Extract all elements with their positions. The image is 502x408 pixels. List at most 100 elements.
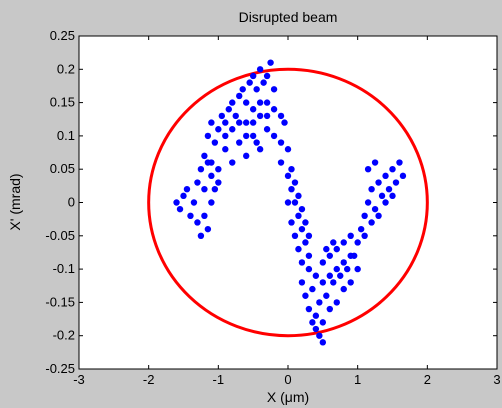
data-point (354, 239, 361, 246)
data-point (288, 219, 295, 226)
data-point (253, 86, 260, 93)
data-point (215, 126, 222, 133)
data-point (309, 319, 316, 326)
data-point (298, 205, 306, 213)
data-point (253, 139, 260, 146)
data-point (229, 159, 236, 166)
data-point (270, 106, 278, 113)
data-point (333, 299, 340, 306)
data-point (389, 166, 396, 173)
data-point (347, 252, 354, 259)
x-tick-label: 1 (354, 372, 361, 387)
data-point (229, 99, 236, 106)
data-point (218, 112, 226, 120)
data-point (243, 99, 250, 106)
data-point (357, 225, 365, 233)
data-point (392, 179, 400, 186)
data-point (204, 159, 212, 166)
data-point (326, 272, 333, 279)
data-point (194, 179, 201, 186)
data-point (215, 166, 222, 173)
data-point (263, 99, 271, 106)
data-point (194, 219, 201, 226)
x-tick-label: 3 (493, 372, 500, 387)
data-point (236, 119, 243, 126)
data-point (330, 239, 337, 246)
data-point (267, 59, 274, 66)
data-point (243, 119, 250, 126)
data-point (288, 166, 295, 173)
data-point (340, 285, 347, 293)
data-point (260, 79, 267, 86)
data-point (399, 172, 407, 180)
data-point (225, 106, 232, 113)
data-point (256, 112, 264, 120)
data-point (239, 86, 246, 93)
data-point (236, 92, 243, 100)
data-point (249, 132, 257, 140)
data-point (354, 265, 361, 273)
data-point (333, 245, 340, 253)
data-point (312, 312, 320, 319)
data-point (316, 299, 323, 306)
data-point (302, 292, 309, 299)
data-point (312, 325, 320, 333)
data-point (256, 99, 264, 106)
data-point (382, 172, 389, 180)
data-point (378, 192, 386, 200)
data-point (326, 252, 333, 259)
data-point (204, 225, 212, 233)
data-point (298, 225, 306, 233)
data-point (211, 185, 219, 193)
data-point (316, 332, 323, 339)
data-point (249, 72, 257, 80)
y-tick-label: 0 (68, 195, 75, 210)
data-point (364, 199, 372, 206)
data-point (295, 245, 302, 253)
y-tick-label: 0.15 (50, 95, 75, 110)
data-point (284, 146, 292, 153)
data-point (270, 132, 278, 140)
y-tick-label: -0.2 (53, 328, 75, 343)
y-tick-label: 0.1 (57, 128, 75, 143)
data-point (256, 146, 264, 153)
data-point (243, 132, 250, 140)
data-point (302, 239, 309, 246)
data-point (263, 126, 271, 133)
data-point (382, 199, 389, 206)
data-point (319, 259, 327, 266)
x-tick-label: 2 (424, 372, 431, 387)
data-point (319, 339, 327, 346)
x-tick-label: -1 (213, 372, 225, 387)
data-point (319, 279, 327, 286)
chart-title: Disrupted beam (239, 9, 338, 25)
data-point (222, 119, 229, 126)
red-ellipse (147, 67, 429, 338)
data-point (295, 212, 302, 220)
data-point (208, 119, 215, 126)
data-point (368, 185, 375, 193)
data-point (236, 139, 243, 146)
data-point (204, 132, 212, 140)
data-point (249, 106, 257, 113)
data-point (277, 159, 285, 166)
data-point (309, 285, 316, 293)
data-point (190, 199, 198, 206)
data-point (323, 245, 330, 253)
data-point (222, 146, 229, 153)
data-point (298, 279, 306, 286)
data-point (319, 319, 327, 326)
y-tick-label: 0.2 (57, 61, 75, 76)
data-point (361, 212, 368, 220)
data-point (263, 112, 271, 120)
data-point (246, 79, 253, 86)
data-point (302, 219, 309, 226)
y-tick-label: -0.1 (53, 261, 75, 276)
x-tick-label: -2 (143, 372, 155, 387)
data-point (201, 185, 208, 193)
data-point (208, 172, 215, 180)
data-point (229, 126, 236, 133)
data-point (364, 166, 372, 173)
data-point (208, 199, 215, 206)
data-point (340, 259, 347, 266)
